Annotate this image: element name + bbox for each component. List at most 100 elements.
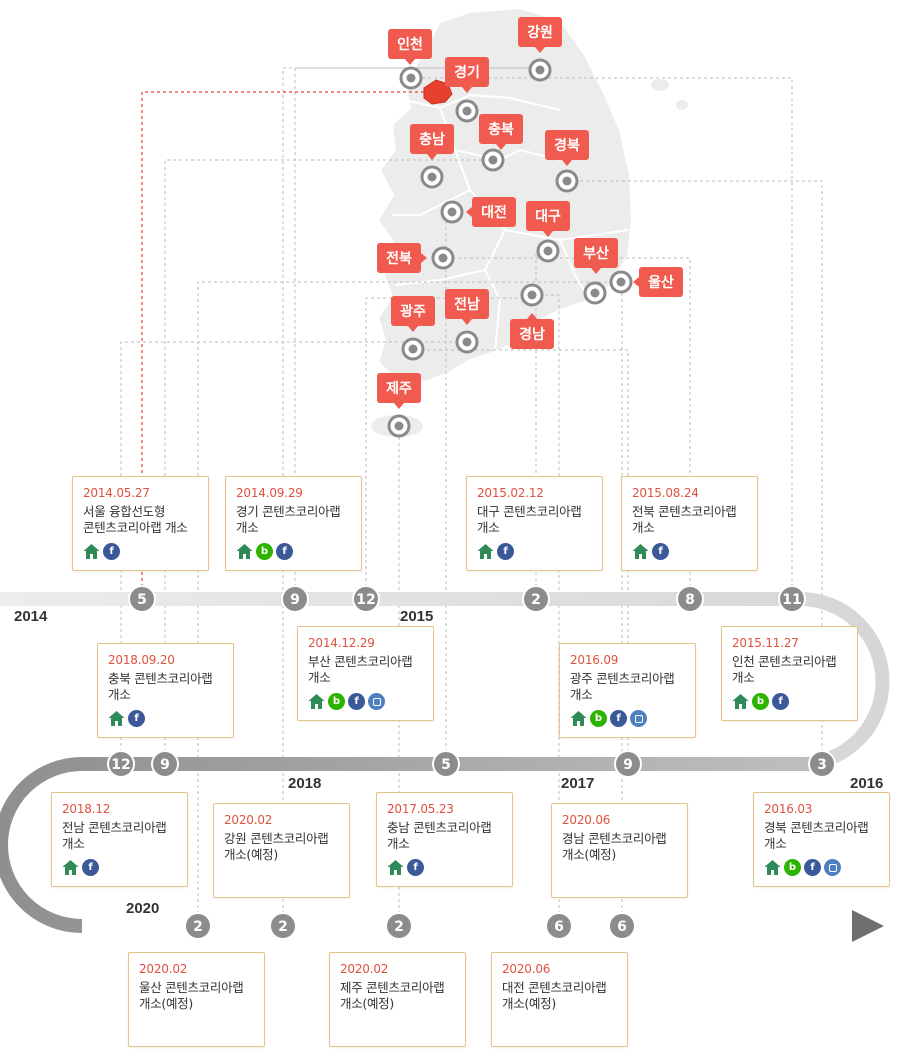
event-card: 2020.02 울산 콘텐츠코리아랩 개소(예정) — [128, 952, 265, 1047]
facebook-icon[interactable]: f — [103, 543, 120, 560]
pin-dot — [462, 337, 472, 347]
facebook-icon[interactable]: f — [804, 859, 821, 876]
home-icon[interactable] — [308, 693, 325, 710]
region-label-text: 울산 — [648, 274, 674, 291]
timeline-marker-row2-5: 3 — [808, 750, 836, 778]
region-jeonnam: 전남 — [445, 289, 489, 354]
facebook-icon[interactable]: f — [82, 859, 99, 876]
marker-label: 9 — [623, 757, 633, 773]
pin-dot — [562, 176, 572, 186]
pin-dot — [527, 290, 537, 300]
region-label-text: 대구 — [535, 209, 561, 225]
marker-label: 12 — [111, 757, 130, 773]
region-label-box — [445, 57, 489, 87]
marker-label: 2 — [193, 919, 203, 935]
region-label-text: 대전 — [481, 204, 507, 221]
timeline-marker-row1-2: 9 — [281, 585, 309, 613]
event-card: 2016.03 경북 콘텐츠코리아랩 개소 b f — [753, 792, 890, 887]
event-card: 2020.02 제주 콘텐츠코리아랩 개소(예정) — [329, 952, 466, 1047]
timeline-marker-row1-5: 8 — [676, 585, 704, 613]
home-icon[interactable] — [62, 859, 79, 876]
blog-icon[interactable]: b — [256, 543, 273, 560]
facebook-icon[interactable]: f — [652, 543, 669, 560]
facebook-icon[interactable]: f — [407, 859, 424, 876]
marker-circle — [810, 752, 834, 776]
marker-label: 11 — [782, 592, 801, 608]
card-date: 2017.05.23 — [387, 802, 454, 816]
blog-icon[interactable]: b — [590, 710, 607, 727]
facebook-icon[interactable]: f — [128, 710, 145, 727]
marker-circle — [616, 752, 640, 776]
facebook-icon[interactable]: f — [276, 543, 293, 560]
event-card: 2016.09 광주 콘텐츠코리아랩 개소 b f — [559, 643, 696, 738]
marker-circle — [283, 587, 307, 611]
facebook-icon[interactable]: f — [348, 693, 365, 710]
marker-label: 8 — [685, 592, 695, 608]
card-text: 경북 콘텐츠코리아랩 개소 — [764, 820, 869, 851]
track-row2 — [0, 757, 820, 933]
region-label-pointer — [462, 87, 472, 93]
leader-line — [197, 281, 621, 926]
card-date: 2016.09 — [570, 653, 619, 667]
dokdo-island — [676, 100, 688, 110]
event-card: 2015.02.12 대구 콘텐츠코리아랩 개소 f — [466, 476, 603, 571]
timeline-marker-row1-4: 2 — [522, 585, 550, 613]
timeline-marker-row2-3: 5 — [432, 750, 460, 778]
region-label-box — [377, 243, 421, 273]
region-label-pointer — [408, 326, 418, 332]
event-card: 2020.06 경남 콘텐츠코리아랩 개소(예정) — [551, 803, 688, 898]
card-text: 경남 콘텐츠코리아랩 개소(예정) — [562, 831, 667, 862]
timeline-marker-row1-6: 11 — [778, 585, 806, 613]
region-label-text: 부산 — [583, 245, 609, 262]
card-text: 인천 콘텐츠코리아랩 개소 — [732, 654, 837, 685]
region-label-box — [518, 17, 562, 47]
home-icon[interactable] — [108, 710, 125, 727]
card-text: 대전 콘텐츠코리아랩 개소(예정) — [502, 980, 607, 1011]
timeline-marker-row3-2: 2 — [269, 912, 297, 940]
timeline-marker-row3-3: 2 — [385, 912, 413, 940]
instagram-icon[interactable] — [824, 859, 841, 876]
timeline-marker-row3-1: 2 — [184, 912, 212, 940]
facebook-icon[interactable]: f — [772, 693, 789, 710]
region-label-text: 경기 — [454, 64, 480, 81]
region-label-pointer — [405, 59, 415, 65]
instagram-icon[interactable] — [368, 693, 385, 710]
home-icon[interactable] — [764, 859, 781, 876]
region-daegu: 대구 — [526, 201, 570, 263]
marker-circle — [271, 914, 295, 938]
home-icon[interactable] — [236, 543, 253, 560]
region-label-pointer — [462, 319, 472, 325]
facebook-icon[interactable]: f — [610, 710, 627, 727]
card-text: 대구 콘텐츠코리아랩 개소 — [477, 504, 582, 535]
pin-dot — [406, 73, 416, 83]
card-date: 2020.06 — [562, 813, 611, 827]
home-icon[interactable] — [570, 710, 587, 727]
instagram-icon[interactable] — [630, 710, 647, 727]
region-label-box — [445, 289, 489, 319]
home-icon[interactable] — [632, 543, 649, 560]
home-icon[interactable] — [732, 693, 749, 710]
region-label-box — [410, 124, 454, 154]
card-date: 2015.02.12 — [477, 486, 544, 500]
facebook-icon[interactable]: f — [497, 543, 514, 560]
home-icon[interactable] — [477, 543, 494, 560]
marker-circle — [153, 752, 177, 776]
blog-icon[interactable]: b — [784, 859, 801, 876]
region-chungnam: 충남 — [410, 124, 454, 189]
marker-label: 2 — [531, 592, 541, 608]
region-label-pointer — [535, 47, 545, 53]
card-text: 부산 콘텐츠코리아랩 개소 — [308, 654, 413, 685]
blog-icon[interactable]: b — [752, 693, 769, 710]
blog-icon[interactable]: b — [328, 693, 345, 710]
marker-circle — [354, 587, 378, 611]
marker-circle — [130, 587, 154, 611]
marker-circle — [780, 587, 804, 611]
region-gangwon: 강원 — [518, 17, 562, 82]
home-icon[interactable] — [83, 543, 100, 560]
home-icon[interactable] — [387, 859, 404, 876]
card-link-icons: f — [83, 543, 120, 560]
marker-label: 5 — [441, 757, 451, 773]
